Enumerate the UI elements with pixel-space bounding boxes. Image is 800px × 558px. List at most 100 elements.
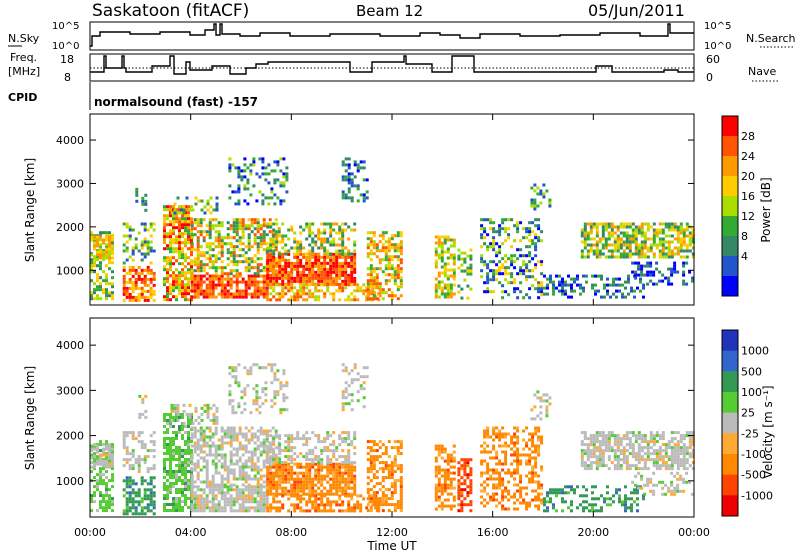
range-time-cell xyxy=(626,238,629,241)
range-time-cell xyxy=(105,297,108,300)
range-time-cell xyxy=(234,366,237,369)
range-time-cell xyxy=(105,257,108,260)
range-time-cell xyxy=(153,299,156,302)
range-time-cell xyxy=(290,440,293,443)
range-time-cell xyxy=(354,175,357,178)
range-time-cell xyxy=(338,487,341,490)
range-time-cell xyxy=(275,433,278,436)
range-time-cell xyxy=(212,260,215,263)
range-time-cell xyxy=(382,291,385,294)
range-time-cell xyxy=(169,422,172,425)
range-time-cell xyxy=(617,235,620,238)
range-time-cell xyxy=(320,449,323,452)
range-time-cell xyxy=(344,247,347,250)
range-time-cell xyxy=(599,238,602,241)
range-time-cell xyxy=(153,223,156,226)
range-time-cell xyxy=(370,282,373,285)
range-time-cell xyxy=(326,481,329,484)
range-time-cell xyxy=(123,443,126,446)
range-time-cell xyxy=(105,440,108,443)
range-time-cell xyxy=(282,396,285,399)
range-time-cell xyxy=(341,250,344,253)
range-time-cell xyxy=(463,497,466,500)
range-time-cell xyxy=(351,369,354,372)
range-time-cell xyxy=(438,284,441,287)
range-time-cell xyxy=(197,439,200,442)
range-time-cell xyxy=(332,244,335,247)
range-time-cell xyxy=(197,230,200,233)
range-time-cell xyxy=(564,281,567,284)
range-time-cell xyxy=(299,466,302,469)
range-time-cell xyxy=(264,196,267,199)
range-time-cell xyxy=(227,436,230,439)
range-time-cell xyxy=(206,296,209,299)
range-time-cell xyxy=(239,491,242,494)
range-time-cell xyxy=(376,246,379,249)
range-time-cell xyxy=(275,298,278,301)
range-time-cell xyxy=(263,284,266,287)
range-time-cell xyxy=(400,270,403,273)
range-time-cell xyxy=(350,298,353,301)
range-time-cell xyxy=(296,506,299,509)
range-time-cell xyxy=(335,256,338,259)
range-time-cell xyxy=(483,433,486,436)
range-time-cell xyxy=(281,256,284,259)
range-time-cell xyxy=(489,269,492,272)
range-time-cell xyxy=(200,503,203,506)
range-time-cell xyxy=(379,455,382,458)
range-time-cell xyxy=(602,232,605,235)
range-time-cell xyxy=(388,264,391,267)
range-time-cell xyxy=(441,245,444,248)
range-time-cell xyxy=(266,277,269,280)
range-time-cell xyxy=(344,286,347,289)
range-time-cell xyxy=(282,199,285,202)
range-time-cell xyxy=(299,490,302,493)
range-time-cell xyxy=(181,428,184,431)
range-time-cell xyxy=(105,457,108,460)
range-time-cell xyxy=(444,481,447,484)
range-time-cell xyxy=(299,484,302,487)
range-time-cell xyxy=(163,476,166,479)
range-time-cell xyxy=(367,237,370,240)
range-time-cell xyxy=(272,283,275,286)
range-time-cell xyxy=(489,227,492,230)
range-time-cell xyxy=(447,460,450,463)
range-time-cell xyxy=(230,500,233,503)
range-time-cell xyxy=(209,481,212,484)
range-time-cell xyxy=(233,260,236,263)
range-time-cell xyxy=(329,490,332,493)
range-time-cell xyxy=(153,290,156,293)
range-time-cell xyxy=(463,467,466,470)
range-time-cell xyxy=(460,258,463,261)
range-time-cell xyxy=(311,280,314,283)
range-time-cell xyxy=(132,269,135,272)
range-time-cell xyxy=(166,244,169,247)
range-time-cell xyxy=(172,425,175,428)
range-time-cell xyxy=(251,218,254,221)
range-time-cell xyxy=(138,293,141,296)
range-time-cell xyxy=(227,485,230,488)
range-time-cell xyxy=(138,494,141,497)
range-time-cell xyxy=(285,190,288,193)
range-time-cell xyxy=(249,172,252,175)
range-time-cell xyxy=(281,490,284,493)
range-time-cell xyxy=(209,296,212,299)
range-time-cell xyxy=(447,278,450,281)
range-time-cell xyxy=(299,247,302,250)
range-time-cell xyxy=(287,298,290,301)
range-time-cell xyxy=(206,257,209,260)
range-time-cell xyxy=(338,497,341,500)
range-time-cell xyxy=(236,287,239,290)
range-time-cell xyxy=(311,223,314,226)
range-time-cell xyxy=(221,475,224,478)
range-time-cell xyxy=(653,235,656,238)
range-time-cell xyxy=(175,500,178,503)
range-time-cell xyxy=(175,473,178,476)
range-time-cell xyxy=(394,479,397,482)
range-time-cell xyxy=(373,246,376,249)
range-time-cell xyxy=(96,294,99,297)
range-time-cell xyxy=(653,229,656,232)
range-time-cell xyxy=(212,506,215,509)
range-time-cell xyxy=(181,232,184,235)
range-time-cell xyxy=(281,494,284,497)
